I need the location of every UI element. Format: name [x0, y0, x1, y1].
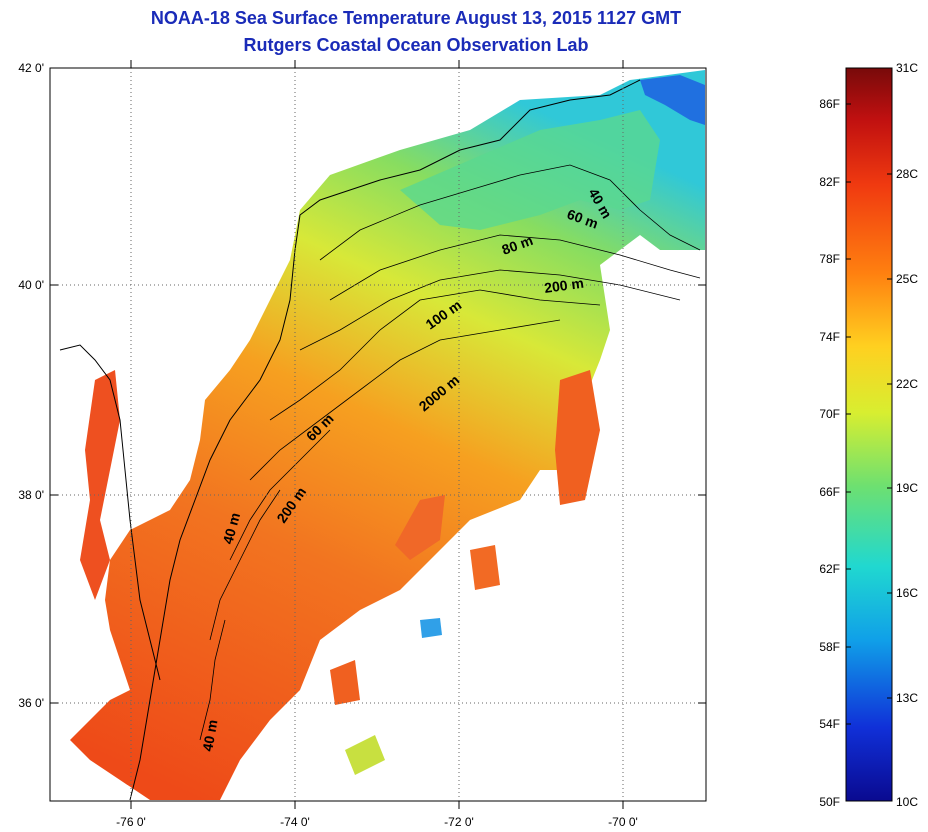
colorbar-f-label: 78F: [819, 252, 840, 266]
depth-label: 40 m: [199, 718, 220, 752]
colorbar-c-label: 19C: [896, 481, 918, 495]
axis-ticks: [50, 60, 706, 809]
sst-patch-6: [345, 735, 385, 775]
colorbar-c-label: 22C: [896, 377, 918, 391]
colorbar-f-label: 66F: [819, 485, 840, 499]
lat-label: 36 0': [18, 696, 44, 710]
sst-patch-1: [555, 370, 600, 505]
graticule: [50, 68, 706, 801]
colorbar-f-label: 74F: [819, 330, 840, 344]
sst-patch-5: [420, 618, 442, 638]
depth-label: 40 m: [219, 511, 243, 546]
colorbar-ticks: [846, 67, 892, 725]
colorbar-c-label: 28C: [896, 167, 918, 181]
lon-label: -74 0': [280, 815, 310, 829]
colorbar-f-label: 82F: [819, 175, 840, 189]
colorbar-f-label: 70F: [819, 407, 840, 421]
sst-swath: [70, 70, 705, 800]
colorbar-c-label: 16C: [896, 586, 918, 600]
colorbar-f-label: 62F: [819, 562, 840, 576]
sst-field: [70, 70, 705, 800]
colorbar-c-label: 31C: [896, 61, 918, 75]
lon-label: -72 0': [444, 815, 474, 829]
lat-label: 40 0': [18, 278, 44, 292]
map-subtitle: Rutgers Coastal Ocean Observation Lab: [243, 35, 589, 55]
sst-patch-4: [330, 660, 360, 705]
lat-label: 42 0': [18, 61, 44, 75]
sst-patch-2: [395, 495, 445, 560]
sst-cold-spot: [640, 75, 705, 125]
sst-cool-north: [400, 110, 660, 230]
lat-label: 38 0': [18, 488, 44, 502]
colorbar-f-label: 58F: [819, 640, 840, 654]
sst-bay: [80, 370, 120, 600]
isobaths: [199, 164, 701, 741]
sst-patch-3: [470, 545, 500, 590]
lon-label: -76 0': [116, 815, 146, 829]
depth-label: 200 m: [543, 275, 585, 296]
colorbar-f-label: 50F: [819, 795, 840, 809]
colorbar-f-label: 86F: [819, 97, 840, 111]
coastline: [59, 79, 641, 801]
colorbar-c-label: 13C: [896, 691, 918, 705]
colorbar: [845, 67, 893, 802]
lon-label: -70 0': [608, 815, 638, 829]
map-title: NOAA-18 Sea Surface Temperature August 1…: [150, 8, 682, 28]
colorbar-f-label: 54F: [819, 717, 840, 731]
colorbar-c-label: 10C: [896, 795, 918, 809]
colorbar-c-label: 25C: [896, 272, 918, 286]
